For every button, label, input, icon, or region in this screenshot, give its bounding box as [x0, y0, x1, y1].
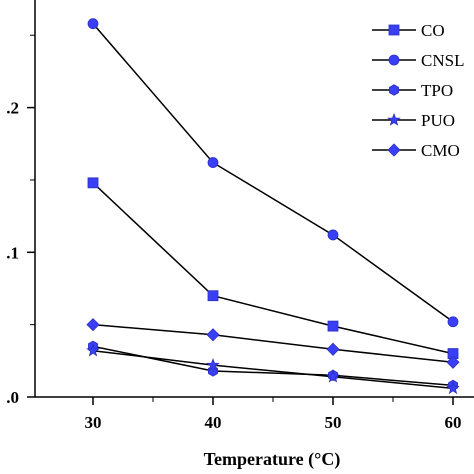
- data-point-puo: [446, 381, 460, 395]
- data-point-co: [327, 320, 339, 332]
- legend-marker-cmo: [387, 143, 401, 157]
- legend: CO CNSL TPO PUO CMO: [372, 21, 464, 160]
- series-markers: [86, 18, 460, 395]
- data-point-puo: [86, 343, 100, 357]
- plot-axes: [34, 0, 474, 398]
- legend-label-co: CO: [421, 21, 445, 40]
- legend-label-tpo: TPO: [421, 81, 453, 100]
- data-point-puo: [206, 358, 220, 371]
- legend-marker-co: [388, 24, 400, 36]
- x-tick-label: 60: [445, 413, 462, 432]
- y-tick-label: .1: [6, 243, 19, 262]
- axis-ticks: 30 40 50 60 .0 .1 .2: [6, 34, 462, 432]
- series-line-cnsl: [92, 23, 454, 323]
- data-point-co: [87, 177, 99, 189]
- x-tick-label: 50: [325, 413, 342, 432]
- legend-label-cmo: CMO: [421, 141, 460, 160]
- data-point-puo: [326, 369, 340, 383]
- data-point-cnsl: [207, 157, 219, 168]
- legend-marker-puo: [387, 112, 401, 126]
- x-tick-label: 30: [85, 413, 102, 432]
- data-point-cmo: [206, 328, 220, 342]
- series-line-tpo: [92, 345, 454, 387]
- data-point-cnsl: [327, 229, 339, 241]
- data-point-cmo: [86, 318, 100, 332]
- x-tick-label: 40: [205, 413, 222, 432]
- x-axis-title: Temperature (°C): [204, 449, 341, 470]
- data-point-co: [207, 290, 219, 302]
- data-point-cnsl: [87, 18, 99, 30]
- data-point-cmo: [446, 355, 460, 369]
- series-line-co: [92, 182, 454, 355]
- legend-label-puo: PUO: [421, 111, 455, 130]
- y-tick-label: .2: [6, 99, 19, 118]
- y-tick-label: .0: [6, 388, 19, 407]
- legend-marker-tpo: [389, 84, 399, 96]
- series-lines: [92, 23, 454, 390]
- data-point-cnsl: [447, 316, 459, 328]
- data-point-cmo: [326, 342, 340, 356]
- legend-marker-cnsl: [388, 54, 400, 66]
- legend-label-cnsl: CNSL: [421, 51, 464, 70]
- series-line-cmo: [92, 323, 454, 364]
- series-line-puo: [92, 349, 454, 390]
